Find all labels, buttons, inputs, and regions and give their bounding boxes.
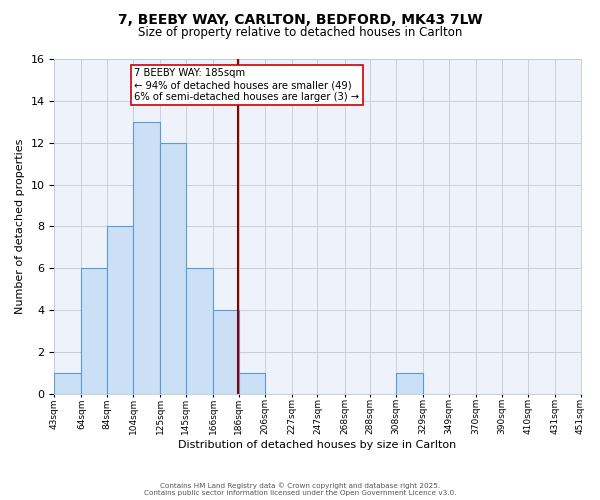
Text: Contains HM Land Registry data © Crown copyright and database right 2025.
Contai: Contains HM Land Registry data © Crown c… bbox=[144, 482, 456, 496]
Bar bbox=[213, 310, 239, 394]
Bar bbox=[55, 373, 82, 394]
Text: 7, BEEBY WAY, CARLTON, BEDFORD, MK43 7LW: 7, BEEBY WAY, CARLTON, BEDFORD, MK43 7LW bbox=[118, 12, 482, 26]
Bar bbox=[396, 373, 423, 394]
Text: Size of property relative to detached houses in Carlton: Size of property relative to detached ho… bbox=[138, 26, 462, 39]
Bar bbox=[82, 268, 107, 394]
Bar bbox=[186, 268, 213, 394]
Bar bbox=[133, 122, 160, 394]
Text: 7 BEEBY WAY: 185sqm
← 94% of detached houses are smaller (49)
6% of semi-detache: 7 BEEBY WAY: 185sqm ← 94% of detached ho… bbox=[134, 68, 359, 102]
Bar bbox=[239, 373, 265, 394]
Bar bbox=[107, 226, 133, 394]
X-axis label: Distribution of detached houses by size in Carlton: Distribution of detached houses by size … bbox=[178, 440, 457, 450]
Y-axis label: Number of detached properties: Number of detached properties bbox=[15, 139, 25, 314]
Bar bbox=[160, 142, 186, 394]
